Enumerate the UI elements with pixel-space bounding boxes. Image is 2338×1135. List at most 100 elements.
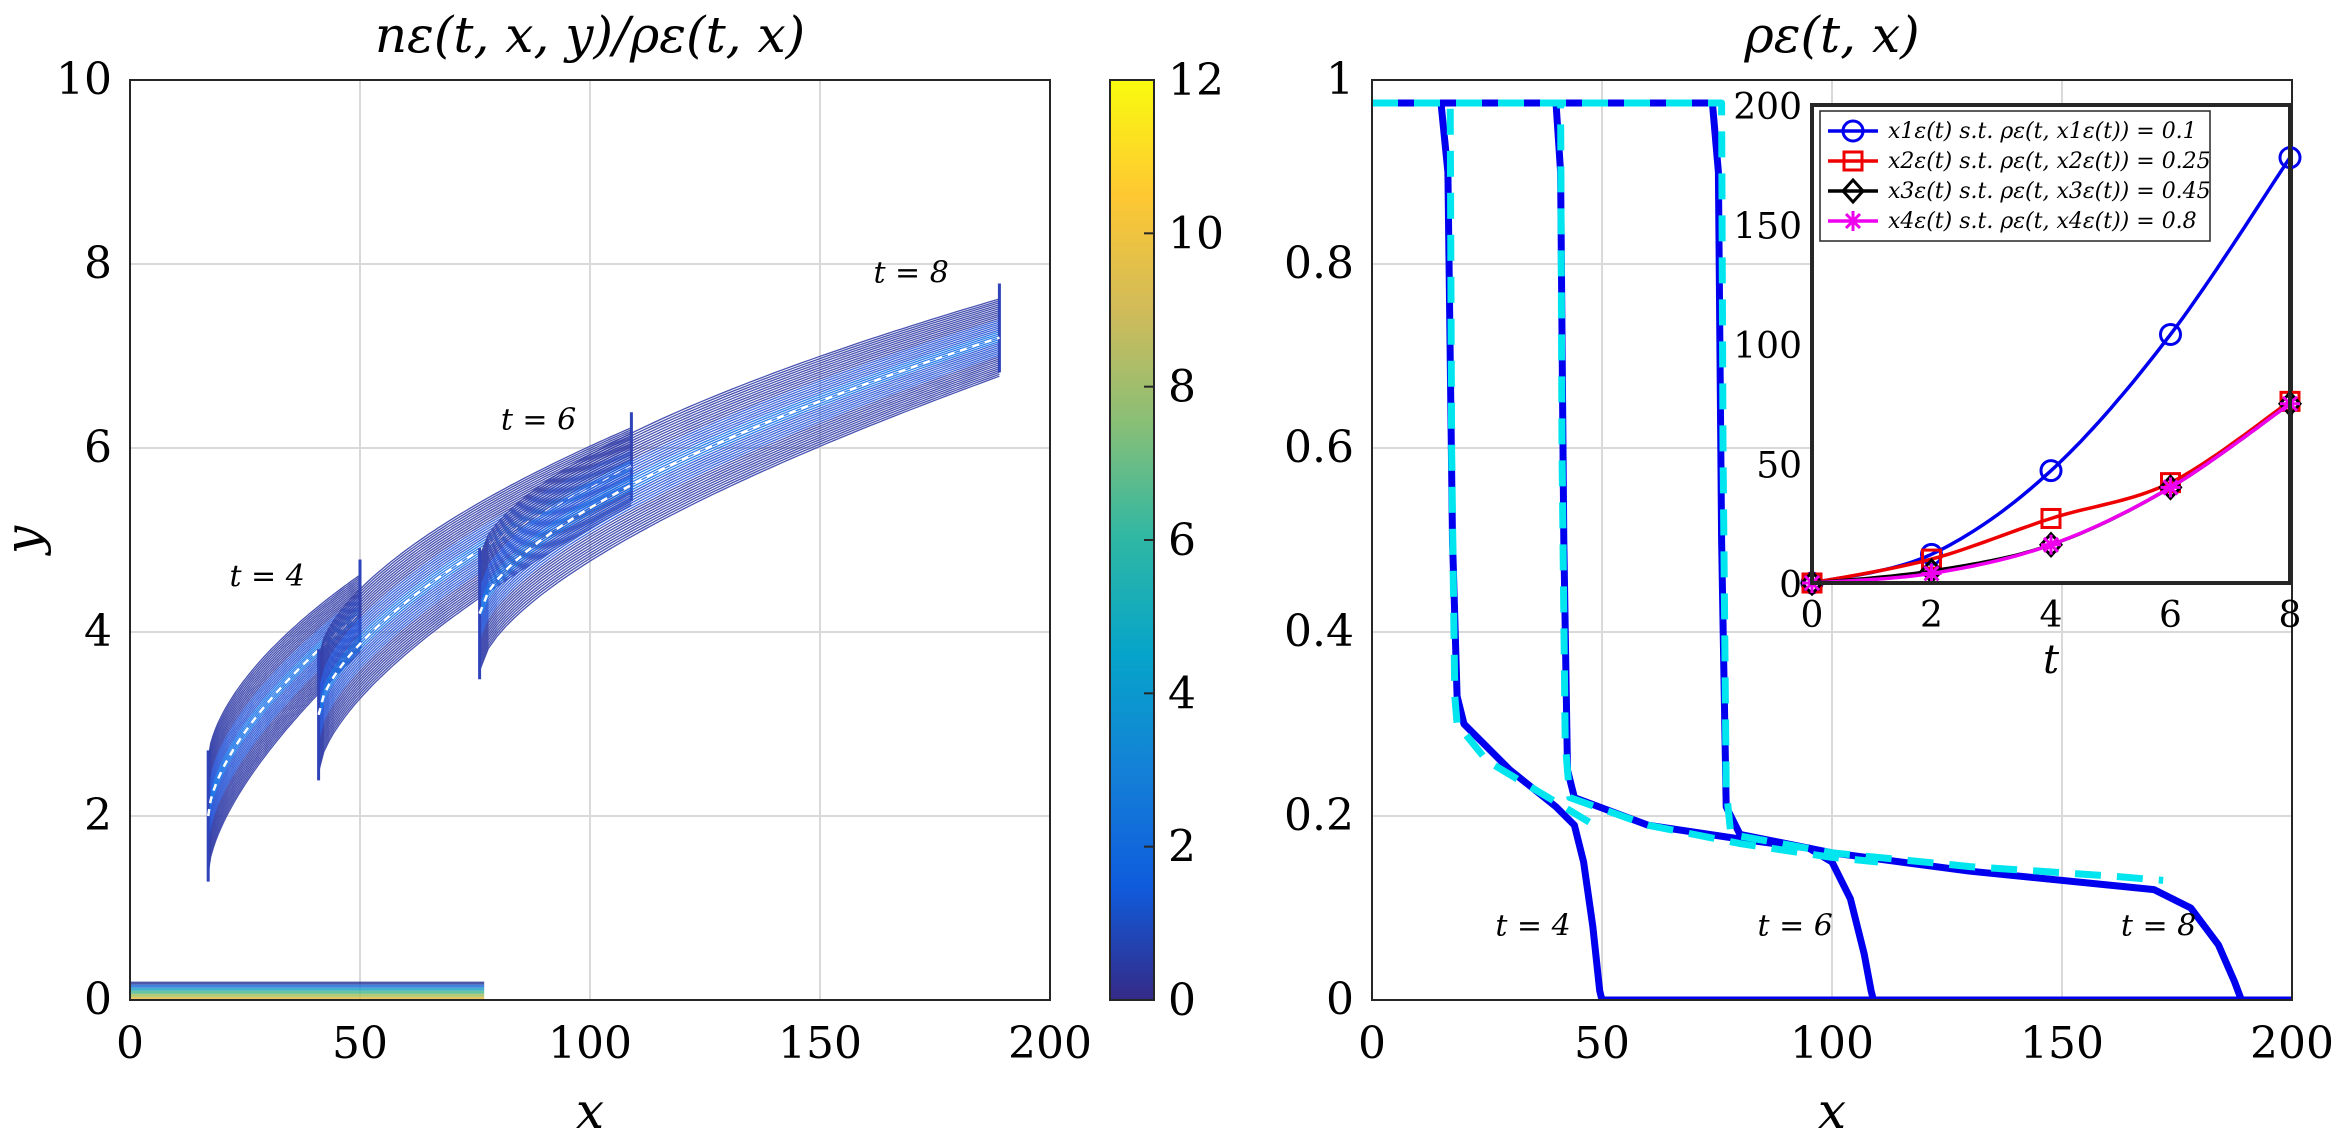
x-tick-label: 2 [1920,595,1943,636]
y-tick-label: 200 [1733,87,1802,128]
band-curve [478,360,1000,649]
marker-star [1843,211,1863,231]
inset-line-panel: 0 2 4 6 8 0 50 100 150 200 t x1ε(t) s.t. ρε(t, x1ε(… [1733,87,2303,683]
band-curve [207,615,361,820]
band-curve [478,348,1000,631]
band-curve [478,300,1000,560]
band-curve [478,362,1000,651]
band-curve [317,467,632,718]
band-curve [478,340,1000,620]
density-band [478,283,1001,680]
band-curve [207,591,361,785]
x-tick-label: 100 [1790,1018,1874,1069]
y-tick-label: 1 [1326,54,1354,105]
band-curve [478,329,1000,603]
band-curve [478,354,1000,640]
band-curve [317,477,632,733]
x-tick-label: 200 [2250,1018,2334,1069]
band-center-line [478,336,1000,615]
band-curve [478,302,1000,563]
x-tick-label: 6 [2159,595,2182,636]
x-tick-label: 8 [2279,595,2302,636]
marker-diamond [1840,177,1866,205]
band-curve [478,356,1000,643]
colorbar-tick-label: 2 [1168,822,1196,873]
band-curve [478,358,1000,646]
band-curve [317,496,632,761]
band-curve [478,323,1000,594]
band-curve [478,325,1000,597]
band-curve [478,373,1000,669]
legend: x1ε(t) s.t. ρε(t, x1ε(t)) = 0.1 x2ε(t) s.… [1819,110,2211,242]
annotation-label: t = 8 [873,255,948,290]
heatmap-content [130,283,1001,1000]
band-curve [317,434,632,670]
marker-square [2040,507,2062,529]
band-curve [478,306,1000,569]
band-curve [478,298,1000,557]
legend-box [1819,110,2211,242]
x-tick-label: 150 [2020,1018,2104,1069]
x-axis-label: t [2043,637,2060,683]
band-curve [478,363,1000,654]
band-curve [478,352,1000,637]
x-axis-label: x [576,1082,604,1135]
band-curve [207,607,361,808]
y-tick-label: 2 [84,790,112,841]
colorbar-tick-label: 8 [1168,362,1196,413]
marker-circle [1841,119,1865,143]
band-curve [478,309,1000,574]
band-curve [317,489,632,750]
band-curve [317,429,632,661]
legend-entry: x4ε(t) s.t. ρε(t, x4ε(t)) = 0.8 [1888,209,2197,234]
band-curve [317,442,632,681]
band-curve [207,589,361,782]
band-curve [478,371,1000,666]
band-curve [317,469,632,721]
band-curve [207,578,361,765]
y-tick-label: 0.2 [1284,790,1354,841]
marker-star [1921,563,1942,584]
colorbar-tick-label: 4 [1168,668,1196,719]
band-curve [207,582,361,771]
y-axis-label: y [0,525,52,556]
marker-circle [2159,322,2182,346]
band-curve [478,333,1000,609]
x-tick-label: 50 [1574,1018,1630,1069]
annotation-label: t = 4 [229,559,304,594]
chart-title: nε(t, x, y)/ρε(t, x) [375,6,805,64]
colorbar-tick-label: 0 [1168,975,1196,1026]
legend-entry: x3ε(t) s.t. ρε(t, x3ε(t)) = 0.45 [1888,179,2211,204]
baseline-strip-band [130,990,485,994]
band-curve [317,444,632,684]
annotation-label: t = 6 [1758,909,1833,944]
baseline-strip-band [130,987,485,991]
marker-diamond [1799,569,1825,597]
band-curve [478,317,1000,586]
band-curve [207,576,361,762]
colorbar: 0 2 4 6 8 10 12 [1109,55,1224,1026]
baseline-strip-band [130,984,485,988]
y-tick-label: 6 [84,422,112,473]
x-tick-label: 4 [2040,595,2063,636]
y-tick-label: 4 [84,606,112,657]
y-tick-label: 50 [1756,446,1802,487]
marker-circle [2039,459,2063,483]
band-curve [317,431,632,664]
line-content [1372,99,2292,1000]
band-curve [207,593,361,788]
band-curve [207,622,361,831]
band-curve [317,460,632,707]
band-curve [207,599,361,797]
band-curve [317,494,632,758]
x-axis-label: x [1818,1082,1846,1135]
band-curve [207,587,361,780]
band-curve [207,574,361,760]
chart-title: ρε(t, x) [1743,6,1919,64]
inset-series-line [1811,399,2291,585]
legend-entry: x1ε(t) s.t. ρε(t, x1ε(t)) = 0.1 [1888,119,2197,144]
band-curve [478,331,1000,606]
y-tick-label: 0.6 [1284,422,1354,473]
rho-dashed-line [1372,99,2164,884]
